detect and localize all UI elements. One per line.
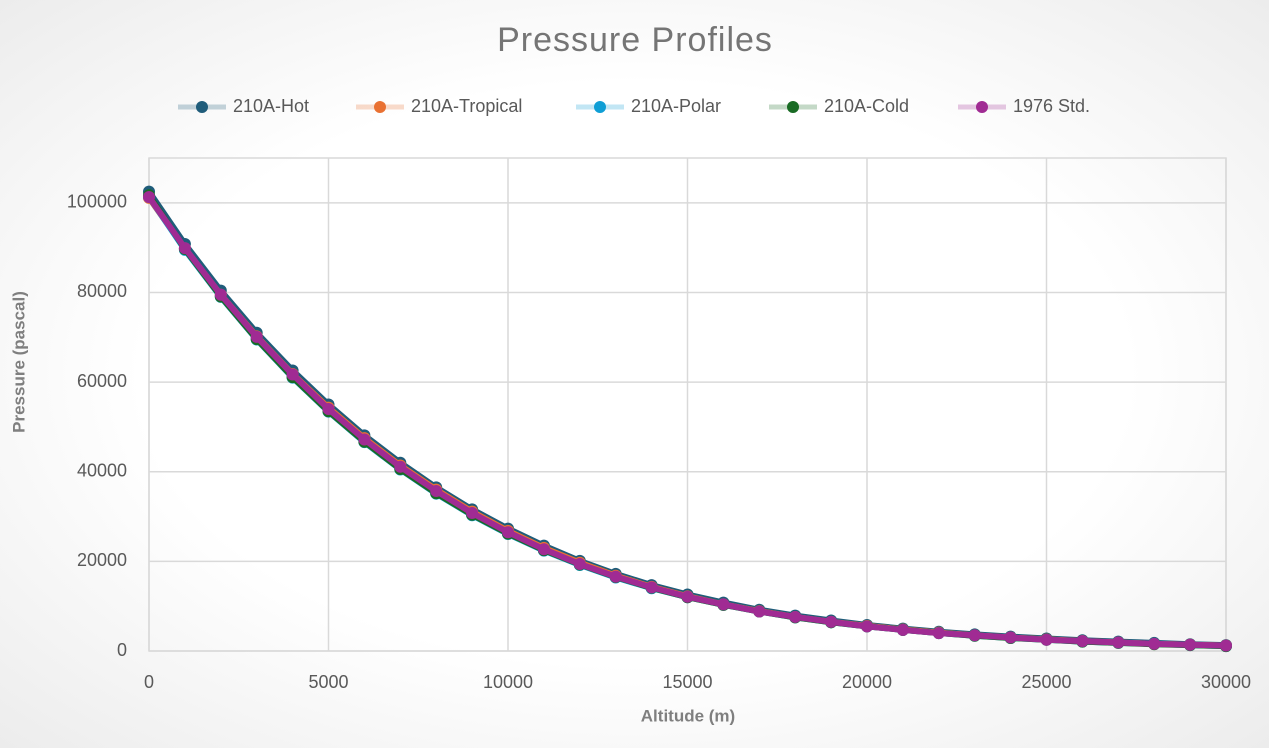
legend-marker [374, 101, 386, 113]
marker [430, 484, 443, 497]
y-tick-label: 0 [117, 640, 127, 660]
y-tick-label: 20000 [77, 550, 127, 570]
marker [896, 623, 909, 636]
marker [1040, 633, 1053, 646]
marker [178, 242, 191, 255]
marker [789, 610, 802, 623]
y-tick-label: 100000 [67, 192, 127, 212]
marker [286, 368, 299, 381]
marker [466, 506, 479, 519]
marker [143, 190, 155, 203]
x-tick-label: 20000 [842, 672, 892, 692]
legend-marker [196, 101, 208, 113]
marker [250, 330, 263, 343]
marker [968, 629, 981, 642]
legend-marker [976, 101, 988, 113]
marker [322, 402, 335, 415]
marker [394, 460, 407, 473]
marker [573, 558, 586, 571]
x-tick-label: 0 [144, 672, 154, 692]
marker [825, 615, 838, 628]
y-tick-label: 40000 [77, 460, 127, 480]
marker [861, 620, 873, 633]
marker [609, 570, 622, 583]
x-tick-label: 25000 [1021, 672, 1071, 692]
marker [753, 605, 766, 618]
legend-label: 210A-Cold [824, 96, 909, 116]
marker [1112, 636, 1125, 649]
y-tick-label: 80000 [77, 281, 127, 301]
x-tick-label: 10000 [483, 672, 533, 692]
marker [214, 288, 227, 301]
legend-label: 210A-Tropical [411, 96, 522, 116]
marker [358, 433, 371, 446]
marker [1004, 631, 1017, 644]
marker [1184, 638, 1197, 651]
marker [1148, 637, 1161, 650]
marker [932, 627, 945, 640]
y-axis-title: Pressure (pascal) [9, 291, 28, 433]
marker [717, 598, 730, 611]
y-tick-label: 60000 [77, 371, 127, 391]
marker [1220, 639, 1232, 652]
marker [1076, 635, 1089, 648]
marker [681, 590, 694, 603]
x-tick-label: 5000 [308, 672, 348, 692]
marker [537, 543, 550, 556]
marker [645, 581, 658, 594]
legend-label: 210A-Hot [233, 96, 309, 116]
marker [502, 526, 514, 539]
chart-title: Pressure Profiles [497, 21, 773, 59]
x-axis-title: Altitude (m) [641, 706, 735, 725]
x-tick-label: 15000 [662, 672, 712, 692]
legend-label: 210A-Polar [631, 96, 721, 116]
legend-marker [594, 101, 606, 113]
legend-marker [787, 101, 799, 113]
legend-label: 1976 Std. [1013, 96, 1090, 116]
x-tick-label: 30000 [1201, 672, 1251, 692]
